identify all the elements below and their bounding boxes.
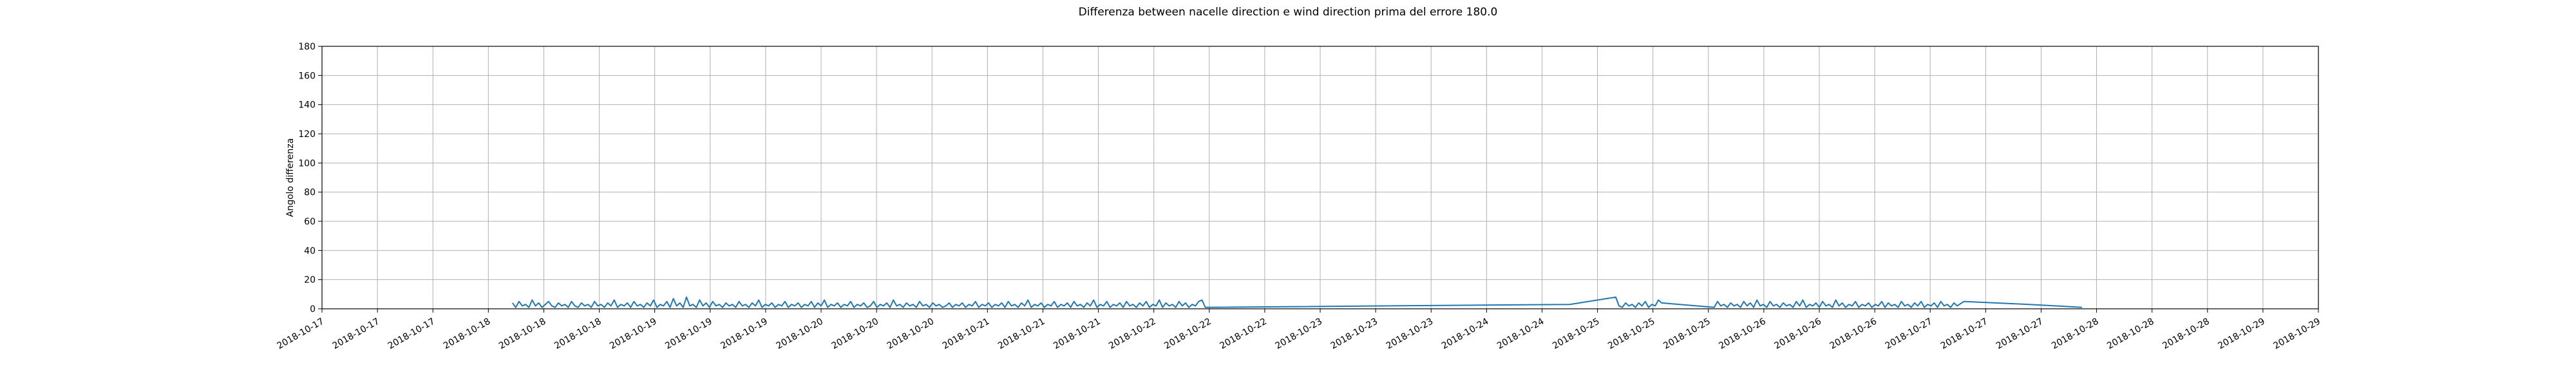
y-tick-label: 60	[304, 217, 316, 227]
y-tick-label: 120	[298, 129, 316, 140]
y-tick-label: 40	[304, 246, 316, 256]
chart-title: Differenza between nacelle direction e w…	[1079, 6, 1498, 19]
y-tick-label: 180	[298, 42, 316, 52]
y-axis: 0 20 40 60 80 100 120 140 160 180	[298, 42, 322, 315]
series-layer	[511, 296, 2082, 308]
series-line	[511, 296, 2082, 308]
y-tick-label: 80	[304, 188, 316, 198]
y-axis-label: Angolo differenza	[285, 138, 296, 217]
y-tick-label: 20	[304, 275, 316, 286]
y-tick-label: 0	[310, 304, 316, 315]
y-tick-label: 140	[298, 100, 316, 111]
y-tick-label: 160	[298, 71, 316, 81]
y-tick-label: 100	[298, 158, 316, 169]
